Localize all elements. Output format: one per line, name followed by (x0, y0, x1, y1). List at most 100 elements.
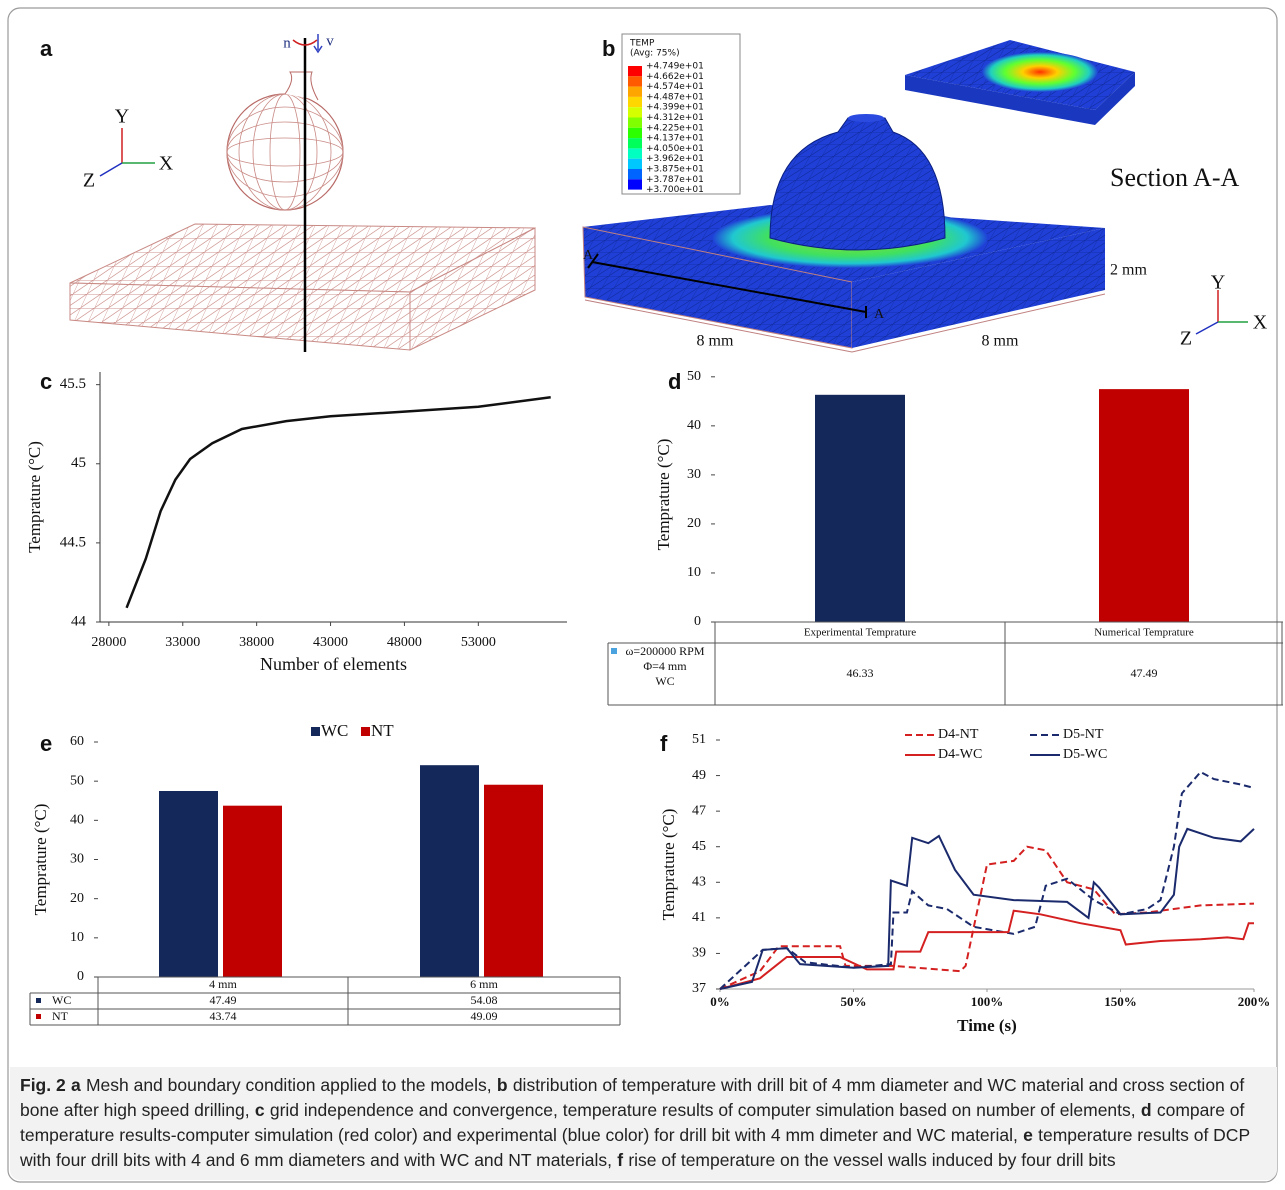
legend-swatch (628, 66, 642, 76)
data-line (127, 397, 551, 608)
y-tick-label: 0 (77, 969, 84, 984)
y-tick-label: 45 (71, 455, 86, 471)
mesh-model (70, 34, 535, 352)
value-cell: 54.08 (471, 993, 498, 1007)
x-tick-label: 33000 (165, 635, 200, 650)
bar (159, 791, 218, 977)
y-tick-label: 20 (70, 891, 84, 906)
data-line (720, 911, 1254, 989)
y-tick-label: 40 (687, 418, 701, 433)
caption-text: Mesh and boundary condition applied to t… (86, 1075, 492, 1095)
row-label: ω=200000 RPM (625, 644, 704, 658)
y-axis-label: Temprature (°C) (25, 441, 44, 553)
dimension: 8 mm (697, 333, 734, 350)
y-axis-label: Temprature (°C) (31, 804, 50, 916)
legend-swatch (628, 128, 642, 138)
legend-swatch (628, 159, 642, 169)
panel-label: c (40, 369, 52, 394)
row-label: NT (52, 1009, 69, 1023)
legend-label: NT (371, 721, 394, 740)
row-label: WC (655, 674, 674, 688)
legend-value: +4.312e+01 (646, 113, 704, 123)
data-line (720, 847, 1254, 989)
y-tick-label: 47 (692, 803, 706, 818)
y-tick-label: 20 (687, 516, 701, 531)
y-tick-label: 10 (687, 565, 701, 580)
legend-key (36, 998, 41, 1003)
legend-value: +3.700e+01 (646, 185, 704, 195)
x-tick-label: 53000 (461, 635, 496, 650)
x-axis-label: Number of elements (260, 654, 407, 674)
section-mark: A (874, 307, 885, 322)
x-tick-label: 48000 (387, 635, 422, 650)
legend-label: D4-NT (938, 727, 979, 742)
legend-key (611, 648, 617, 654)
legend-swatch (628, 148, 642, 158)
dimension: 2 mm (1110, 262, 1147, 279)
value-cell: 46.33 (847, 666, 874, 680)
y-tick-label: 45.5 (60, 376, 86, 392)
panel-label: b (602, 36, 615, 61)
legend-key (361, 727, 370, 736)
axis-z: Z (1180, 328, 1192, 350)
legend-key (311, 727, 320, 736)
legend-label: D5-NT (1063, 727, 1104, 742)
panel-label: e (40, 731, 52, 756)
x-tick-label: 150% (1104, 994, 1137, 1009)
x-tick-label: 43000 (313, 635, 348, 650)
y-tick-label: 37 (692, 981, 706, 996)
bar (223, 806, 282, 977)
category-label: Numerical Temprature (1094, 627, 1194, 639)
caption-text: grid independence and convergence, tempe… (270, 1100, 1136, 1120)
y-tick-label: 44 (71, 613, 87, 629)
panel-label: a (40, 36, 53, 61)
x-axis-label: Time (s) (957, 1016, 1017, 1035)
legend-swatch (628, 118, 642, 128)
legend-value: +4.399e+01 (646, 103, 704, 113)
legend-value: +4.662e+01 (646, 72, 704, 82)
velocity-label: v (326, 33, 334, 49)
y-tick-label: 50 (70, 773, 84, 788)
legend-value: +4.749e+01 (646, 62, 704, 72)
caption-label: Fig. 2 (20, 1075, 66, 1095)
temperature-legend: +4.749e+01+4.662e+01+4.574e+01+4.487e+01… (628, 62, 704, 196)
y-tick-label: 49 (692, 768, 706, 783)
x-tick-label: 0% (710, 994, 730, 1009)
legend-swatch (628, 76, 642, 86)
page: Y X Z n v +4.749e+01+4.662e+01+4.574e+01… (0, 0, 1285, 1190)
legend-value: +3.787e+01 (646, 175, 704, 185)
y-tick-label: 40 (70, 813, 84, 828)
legend-swatch (628, 169, 642, 179)
axis-x: X (1253, 312, 1268, 334)
category-label: 4 mm (209, 977, 237, 991)
axis-y: Y (115, 106, 129, 128)
caption-letter: e (1023, 1125, 1033, 1145)
section-label: Section A-A (1110, 163, 1239, 192)
y-axis-label: Temprature (°C) (654, 439, 673, 551)
caption-letter: d (1141, 1100, 1152, 1120)
legend-value: +4.050e+01 (646, 144, 704, 154)
axis-x: X (159, 153, 174, 175)
caption-text: rise of temperature on the vessel walls … (628, 1150, 1115, 1170)
x-tick-label: 50% (841, 994, 867, 1009)
y-tick-label: 30 (687, 467, 701, 482)
category-label: Experimental Temprature (804, 627, 916, 639)
legend-swatch (628, 138, 642, 148)
legend-value: +3.875e+01 (646, 165, 704, 175)
y-tick-label: 39 (692, 946, 706, 961)
section-mark: A (583, 248, 594, 263)
caption-letter: a (71, 1075, 81, 1095)
y-tick-label: 30 (70, 852, 84, 867)
x-tick-label: 38000 (239, 635, 274, 650)
y-tick-label: 0 (694, 614, 701, 629)
y-tick-label: 44.5 (60, 534, 86, 550)
y-tick-label: 41 (692, 910, 706, 925)
legend-swatch (628, 97, 642, 107)
legend-value: +4.574e+01 (646, 82, 704, 92)
x-tick-label: 200% (1238, 994, 1271, 1009)
legend-value: +4.225e+01 (646, 123, 704, 133)
panel-label: f (660, 731, 668, 756)
caption-letter: f (617, 1150, 623, 1170)
panel-label: d (668, 369, 681, 394)
legend-title: TEMP (629, 39, 655, 49)
